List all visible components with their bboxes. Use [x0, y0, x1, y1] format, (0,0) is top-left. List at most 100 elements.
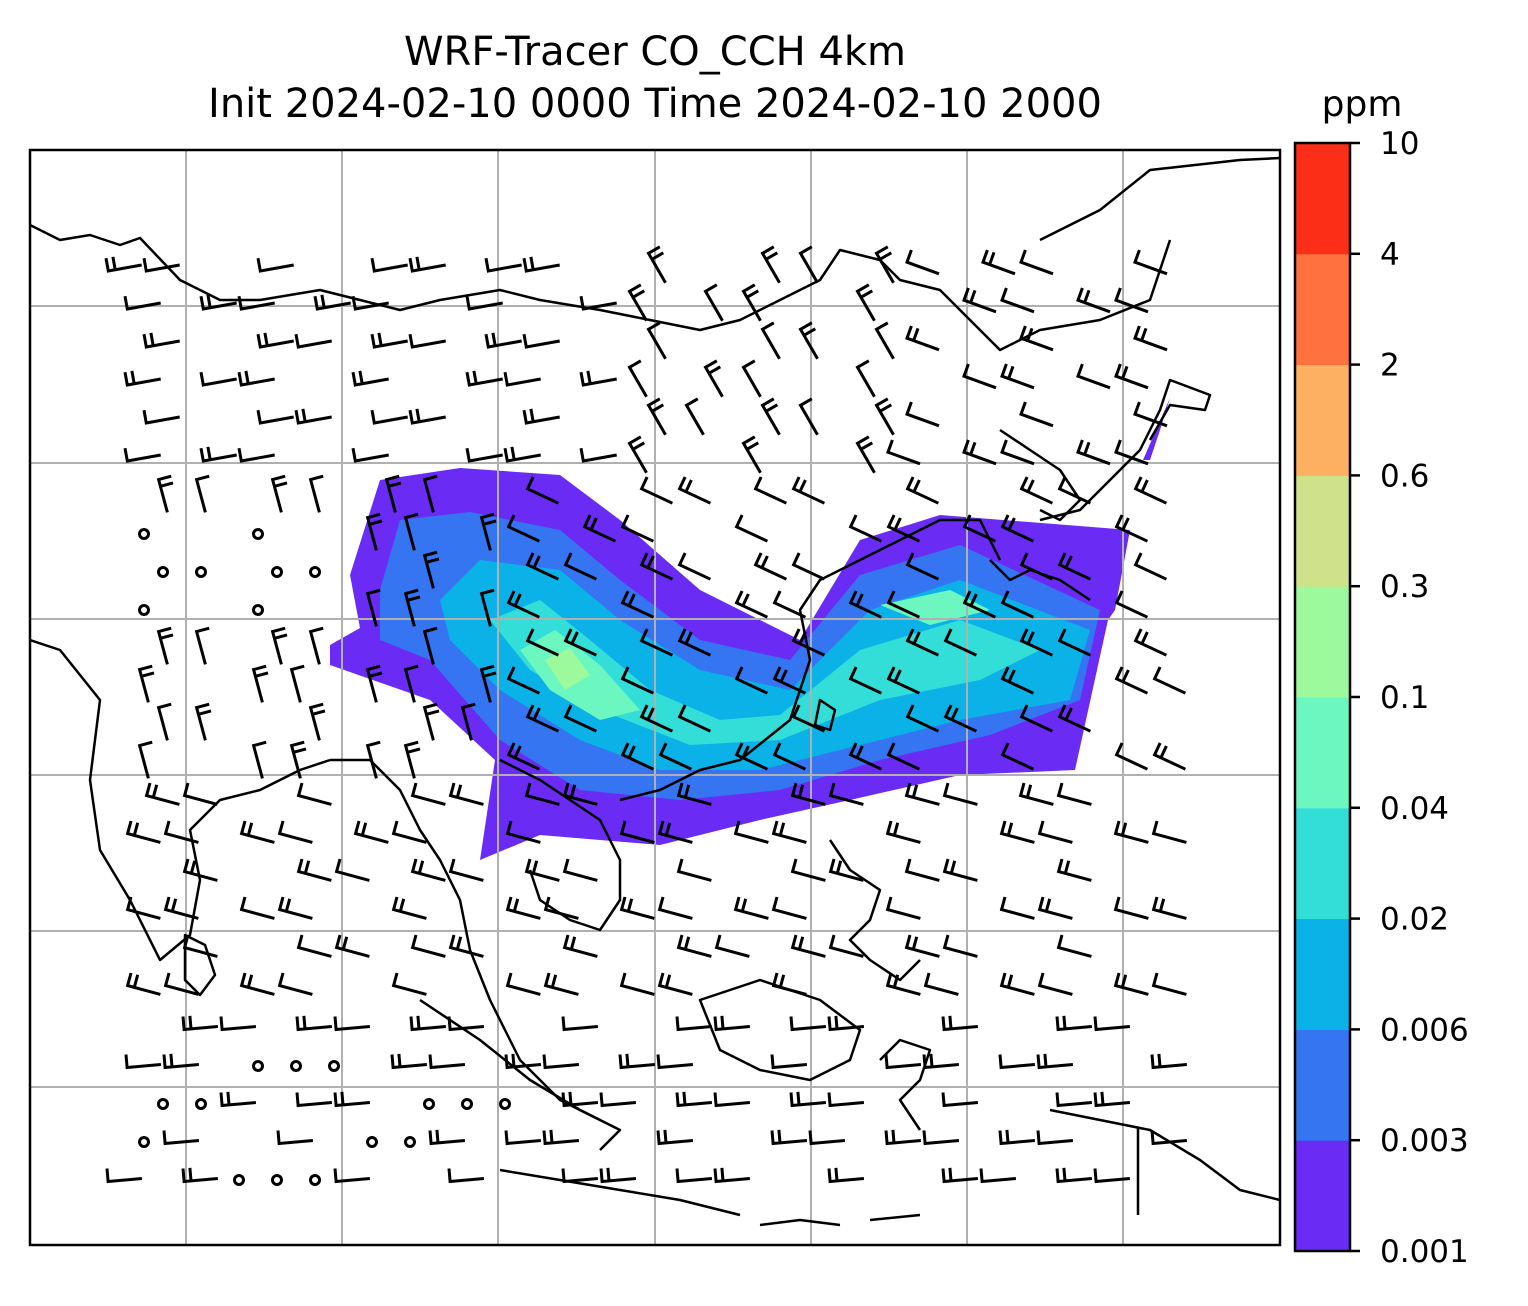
wind-barb: [579, 370, 617, 387]
wind-barb: [760, 321, 781, 360]
wind-barb: [156, 474, 174, 513]
wind-barb: [627, 283, 648, 322]
wind-barb: [199, 371, 237, 387]
coastline-new-guinea: [1049, 1108, 1280, 1202]
wind-barb: [579, 447, 617, 463]
wind-barb: [251, 740, 267, 779]
wind-barb: [334, 858, 370, 882]
wind-barb: [182, 934, 218, 958]
wind-barb: [979, 1168, 1017, 1184]
wind-barb: [1019, 249, 1054, 276]
wind-barb: [620, 666, 655, 695]
wind-barb: [677, 552, 712, 581]
wind-barb: [848, 590, 883, 619]
wind-barb: [714, 934, 750, 958]
wind-barb: [289, 664, 305, 703]
wind-barb: [1133, 628, 1168, 657]
wind-barb: [460, 702, 476, 741]
wind-barb: [1152, 742, 1187, 771]
wind-barb: [1000, 287, 1035, 314]
coastline-lesser-sunda: [759, 1213, 921, 1227]
wind-barb: [579, 295, 617, 311]
wind-barb: [525, 704, 560, 733]
wind-barb: [1133, 249, 1168, 276]
wind-barb: [563, 628, 598, 657]
wind-barb: [125, 972, 161, 996]
wind-barb: [422, 702, 440, 741]
wind-barb: [790, 934, 826, 958]
wind-barb: [542, 1054, 580, 1070]
wind-barb: [448, 858, 484, 882]
wind-barb: [1000, 363, 1035, 390]
wind-barb: [656, 1129, 694, 1146]
wind-barb: [791, 552, 826, 581]
wind-barb: [1093, 1168, 1131, 1184]
wind-barb: [409, 1015, 447, 1032]
wind-barb: [137, 664, 155, 703]
wind-barb: [333, 1016, 371, 1032]
wind-barb: [999, 896, 1035, 920]
wind-barb: [123, 370, 161, 387]
wind-barb: [1000, 439, 1035, 466]
calm-wind-marker: [271, 566, 283, 578]
wind-barb: [162, 1130, 200, 1146]
wind-barb: [582, 514, 617, 543]
wind-barb: [676, 858, 712, 882]
wind-barb: [543, 972, 579, 996]
wind-barb: [922, 1130, 960, 1146]
wind-barb: [639, 628, 674, 657]
wind-barb: [1019, 552, 1054, 581]
wind-barb: [365, 740, 381, 779]
chart-title-block: WRF-Tracer CO_CCH 4km Init 2024-02-10 00…: [30, 26, 1280, 130]
wind-barb: [422, 474, 438, 513]
wind-barb: [676, 782, 712, 806]
wind-barb: [563, 552, 598, 581]
wind-barb: [391, 896, 427, 920]
wind-barb: [561, 1168, 599, 1184]
colorbar: 0.001 0.003 0.006 0.02 0.04 0.1 0.3 0.6 2 4 10: [1293, 126, 1469, 1270]
coastline-taiwan: [813, 698, 837, 732]
wind-barb: [646, 245, 667, 284]
wind-barb: [962, 363, 997, 390]
wind-barb: [123, 295, 161, 311]
wind-barb: [276, 1130, 314, 1146]
wind-barb: [828, 858, 864, 882]
wind-barb: [1037, 972, 1073, 996]
wind-barb: [1076, 363, 1111, 390]
wind-barb: [905, 552, 940, 581]
wind-barb: [137, 740, 153, 779]
wind-barb: [370, 332, 408, 349]
calm-wind-marker: [309, 1174, 321, 1186]
wind-barb: [646, 397, 667, 436]
wind-barb: [627, 435, 648, 474]
colorbar-tick-label: 0.6: [1380, 458, 1429, 494]
wind-barb: [941, 1167, 979, 1184]
wind-barb: [962, 514, 997, 543]
calm-wind-marker: [138, 528, 150, 540]
wind-barb: [313, 294, 351, 311]
wind-barb: [885, 896, 921, 920]
wind-barb: [239, 820, 275, 844]
wind-barb: [277, 896, 313, 920]
wind-barb: [156, 702, 172, 741]
wind-barb: [1114, 590, 1149, 619]
wind-barb: [962, 287, 997, 314]
colorbar-segment: [1295, 1029, 1350, 1141]
wind-barb: [703, 359, 724, 398]
wind-barb: [619, 896, 655, 920]
calm-wind-marker: [290, 1060, 302, 1072]
calm-wind-marker: [195, 1098, 207, 1110]
wind-barb: [874, 321, 895, 360]
wind-barb: [790, 782, 826, 806]
wind-barb: [886, 514, 921, 543]
wind-barb: [505, 820, 541, 844]
wind-barb: [627, 359, 648, 398]
wind-barb: [904, 782, 940, 806]
calm-wind-marker: [252, 604, 264, 616]
wind-barb: [561, 1016, 599, 1032]
wind-barb: [333, 1091, 371, 1108]
wind-barb: [827, 1092, 865, 1108]
wind-barb: [771, 896, 807, 920]
wind-barb: [162, 1053, 200, 1070]
wind-barb: [194, 474, 210, 513]
